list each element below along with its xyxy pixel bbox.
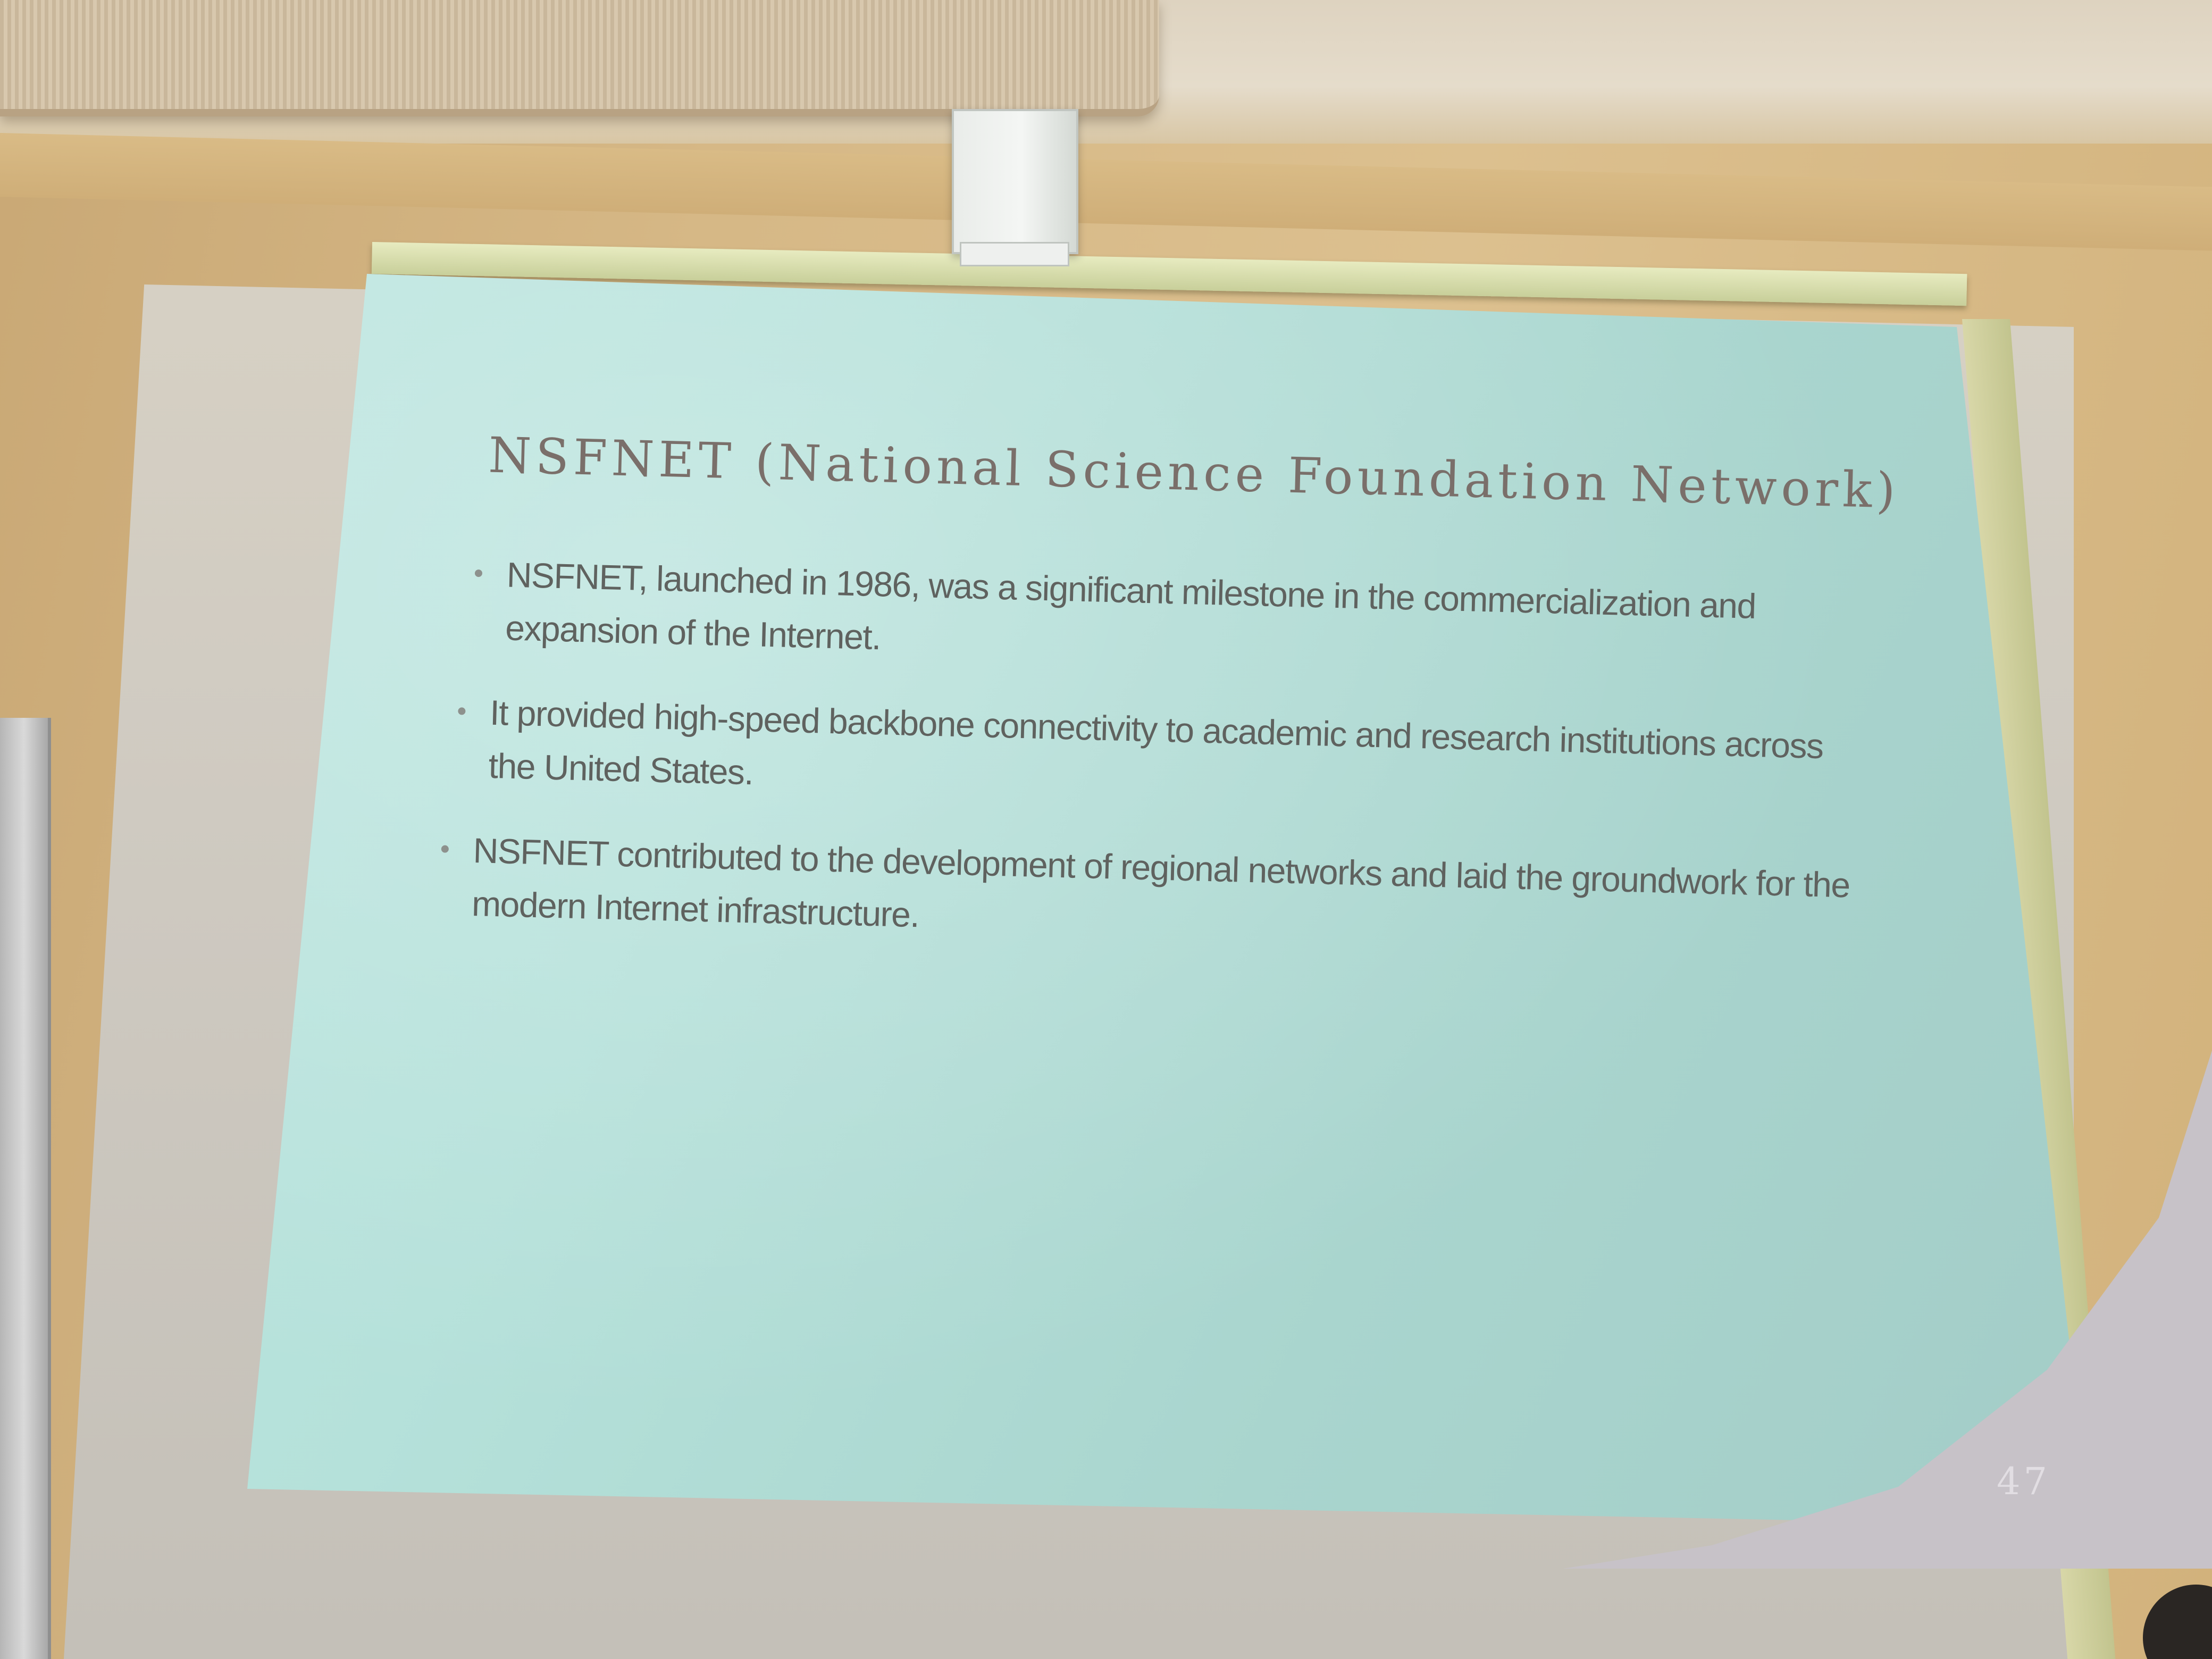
projector-mount-cap (960, 242, 1069, 266)
left-whiteboard-edge (0, 718, 51, 1659)
ceiling-beam (0, 133, 2212, 251)
projector-mount (952, 109, 1078, 254)
bullet-item: NSFNET, launched in 1986, was a signific… (473, 547, 1868, 689)
foreground-shadow (2143, 1585, 2212, 1659)
bullet-item: NSFNET contributed to the development of… (439, 823, 1861, 965)
bullet-text: NSFNET contributed to the development of… (471, 831, 1850, 935)
bullet-dot-icon (441, 845, 449, 853)
air-conditioner-unit (0, 0, 1159, 116)
bullet-item: It provided high-speed backbone connecti… (456, 685, 1865, 827)
bullet-text: NSFNET, launched in 1986, was a signific… (505, 555, 1756, 657)
slide-page-number: 47 (1997, 1460, 2051, 1503)
bullet-text: It provided high-speed backbone connecti… (488, 692, 1824, 792)
bullet-dot-icon (458, 707, 466, 715)
bullet-list: NSFNET, launched in 1986, was a signific… (423, 546, 1868, 965)
bullet-dot-icon (474, 569, 483, 577)
slide-content: NSFNET (National Science Foundation Netw… (423, 425, 1900, 997)
